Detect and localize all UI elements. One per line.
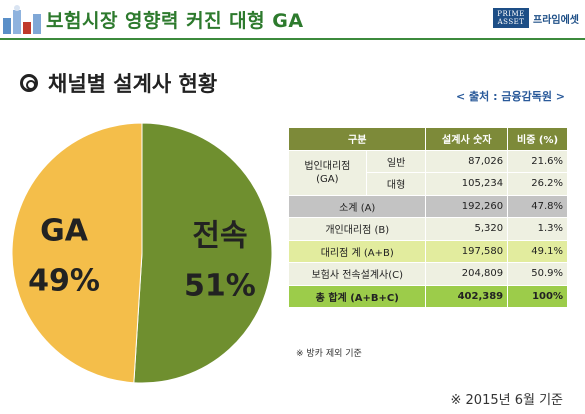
pie-slice-label: GA (40, 214, 89, 249)
pie-slice-0 (133, 122, 273, 384)
double-circle-icon (20, 74, 38, 92)
row-share: 49.1% (507, 239, 568, 263)
table-header-row: 구분 설계사 숫자 비중 (%) (287, 127, 568, 151)
page-title: 보험시장 영향력 커진 대형 GA (46, 10, 304, 32)
header-bar: 보험시장 영향력 커진 대형 GA PRIME ASSET 프라임에셋 (0, 0, 585, 40)
row-count: 192,260 (425, 194, 509, 218)
row-share: 1.3% (507, 217, 568, 241)
brand-logo: PRIME ASSET 프라임에셋 (493, 8, 579, 28)
header-count: 설계사 숫자 (425, 127, 509, 151)
row-share: 50.9% (507, 262, 568, 286)
row-share: 21.6% (507, 149, 568, 173)
brand-logo-box: PRIME ASSET (493, 8, 529, 28)
source-note: < 출처 : 금융감독원 > (456, 90, 565, 103)
section-title: 채널별 설계사 현황 (48, 72, 218, 96)
pie-slice-value-label: 49% (28, 264, 100, 299)
table-row: 대형 105,234 26.2% (289, 172, 568, 196)
row-count: 204,809 (425, 262, 509, 286)
table-row: 법인대리점 (GA) 일반 87,026 21.6% (288, 149, 568, 196)
table-row: 보험사 전속설계사(C) 204,809 50.9% (287, 262, 568, 286)
row-share: 47.8% (507, 194, 568, 218)
row-label: 개인대리점 (B) (287, 217, 427, 241)
row-sublabel: 일반 (365, 149, 427, 173)
table-row-total: 총 합계 (A+B+C) 402,389 100% (287, 284, 568, 308)
table-footnote: ※ 방카 제외 기준 (296, 349, 362, 359)
header-share: 비중 (%) (507, 127, 568, 151)
pie-slice-value-label: 51% (184, 268, 256, 303)
table-row: 개인대리점 (B) 5,320 1.3% (287, 217, 568, 241)
row-share: 26.2% (507, 172, 568, 196)
header-category: 구분 (287, 127, 427, 151)
row-label: 소계 (A) (287, 194, 427, 218)
agent-stats-table: 구분 설계사 숫자 비중 (%) 법인대리점 (GA) 일반 87,026 21… (287, 127, 568, 308)
decorative-logo-icon (3, 5, 41, 34)
row-count: 105,234 (425, 172, 509, 196)
row-label: 대리점 계 (A+B) (287, 239, 427, 263)
pie-slice-1 (11, 122, 143, 384)
header-divider (0, 38, 585, 40)
brand-name: 프라임에셋 (533, 14, 579, 26)
row-count: 402,389 (425, 284, 509, 308)
row-count: 87,026 (425, 149, 509, 173)
row-label: 보험사 전속설계사(C) (287, 262, 427, 286)
pie-slice-label: 전속 (192, 218, 247, 253)
row-sublabel: 대형 (365, 172, 427, 196)
table-row: 대리점 계 (A+B) 197,580 49.1% (287, 239, 568, 263)
row-count: 197,580 (425, 239, 509, 263)
row-label: 총 합계 (A+B+C) (287, 284, 427, 308)
table-row: 소계 (A) 192,260 47.8% (287, 194, 568, 218)
date-basis-note: ※ 2015년 6월 기준 (450, 393, 564, 408)
row-count: 5,320 (425, 217, 509, 241)
pie-chart: 전속 51% GA 49% (11, 122, 273, 384)
corp-group-label: 법인대리점 (GA) (288, 149, 367, 196)
row-share: 100% (507, 284, 568, 308)
section-heading: 채널별 설계사 현황 (20, 68, 217, 98)
